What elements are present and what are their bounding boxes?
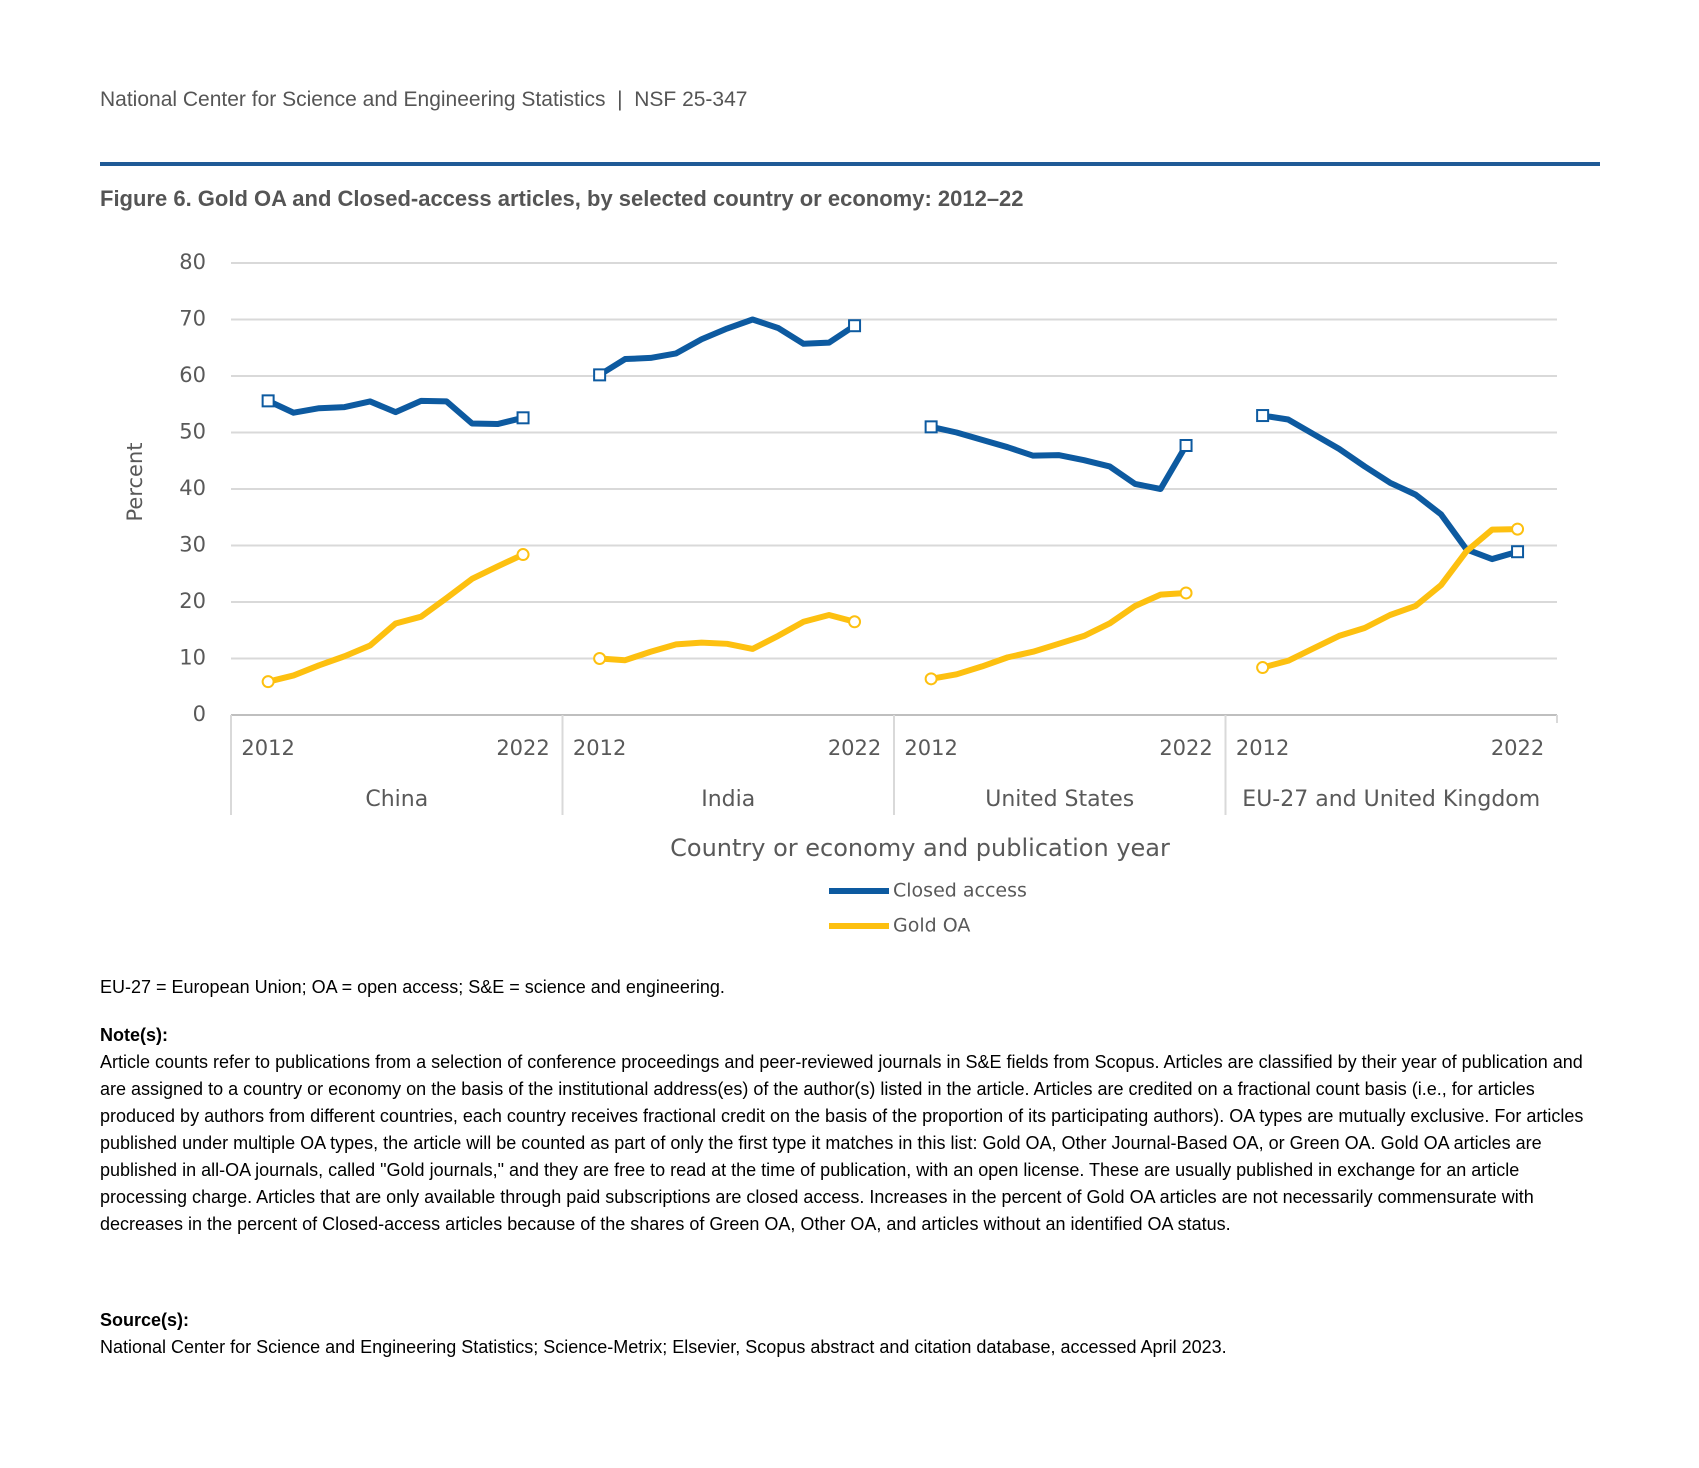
- chart: Percent Country or economy and publicati…: [123, 250, 1558, 937]
- x-tick-label: 2012: [241, 736, 294, 760]
- y-tick-label: 70: [179, 307, 206, 331]
- x-tick-label: 2022: [1159, 736, 1212, 760]
- point-marker: [1179, 586, 1193, 600]
- point-marker: [516, 411, 530, 425]
- point-marker: [593, 368, 607, 382]
- y-tick-label: 10: [179, 646, 206, 670]
- notes-heading: Note(s):: [100, 1025, 168, 1045]
- point-marker: [1256, 661, 1270, 675]
- abbreviations: EU-27 = European Union; OA = open access…: [100, 977, 725, 997]
- series-line: [598, 316, 857, 378]
- point-marker: [1511, 522, 1525, 536]
- legend-label: Closed access: [893, 880, 1027, 902]
- point-marker: [848, 615, 862, 629]
- y-tick-label: 50: [179, 420, 206, 444]
- x-axis-label: Country or economy and publication year: [670, 834, 1170, 862]
- x-tick-label: 2022: [1491, 736, 1544, 760]
- y-axis-label: Percent: [123, 442, 147, 521]
- x-tick-label: 2022: [828, 736, 881, 760]
- x-tick-label: 2012: [904, 736, 957, 760]
- point-marker: [1256, 409, 1270, 423]
- y-tick-label: 0: [193, 702, 206, 726]
- notes-text: Article counts refer to publications fro…: [100, 1052, 1584, 1234]
- y-tick-label: 30: [179, 533, 206, 557]
- series-line: [599, 611, 856, 664]
- series-line: [267, 551, 525, 685]
- header-rule: [100, 162, 1600, 166]
- group-label: United States: [985, 787, 1134, 812]
- point-marker: [516, 548, 530, 562]
- x-tick-label: 2012: [1236, 736, 1289, 760]
- x-tick-label: 2022: [496, 736, 549, 760]
- series-line: [1261, 526, 1518, 671]
- group-label: China: [365, 787, 428, 812]
- y-tick-label: 40: [179, 476, 206, 500]
- source-text: National Center for Science and Engineer…: [100, 1337, 1227, 1357]
- point-marker: [924, 420, 938, 434]
- y-tick-label: 60: [179, 363, 206, 387]
- chart-title: Figure 6. Gold OA and Closed-access arti…: [100, 186, 1024, 211]
- series-line: [266, 397, 524, 428]
- series-line: [930, 589, 1187, 682]
- point-marker: [848, 319, 862, 333]
- series-line: [1262, 412, 1519, 563]
- y-tick-label: 80: [179, 250, 206, 274]
- source-heading: Source(s):: [100, 1310, 190, 1330]
- point-marker: [1179, 438, 1193, 452]
- point-marker: [261, 675, 275, 689]
- x-tick-label: 2012: [573, 736, 626, 760]
- series-line: [930, 423, 1189, 492]
- point-marker: [261, 394, 275, 408]
- point-marker: [924, 672, 938, 686]
- header-text: National Center for Science and Engineer…: [100, 88, 748, 111]
- legend-label: Gold OA: [893, 915, 970, 937]
- point-marker: [593, 652, 607, 665]
- group-label: EU-27 and United Kingdom: [1242, 787, 1540, 812]
- group-label: India: [701, 787, 755, 812]
- y-tick-label: 20: [179, 589, 206, 613]
- point-marker: [1511, 545, 1525, 559]
